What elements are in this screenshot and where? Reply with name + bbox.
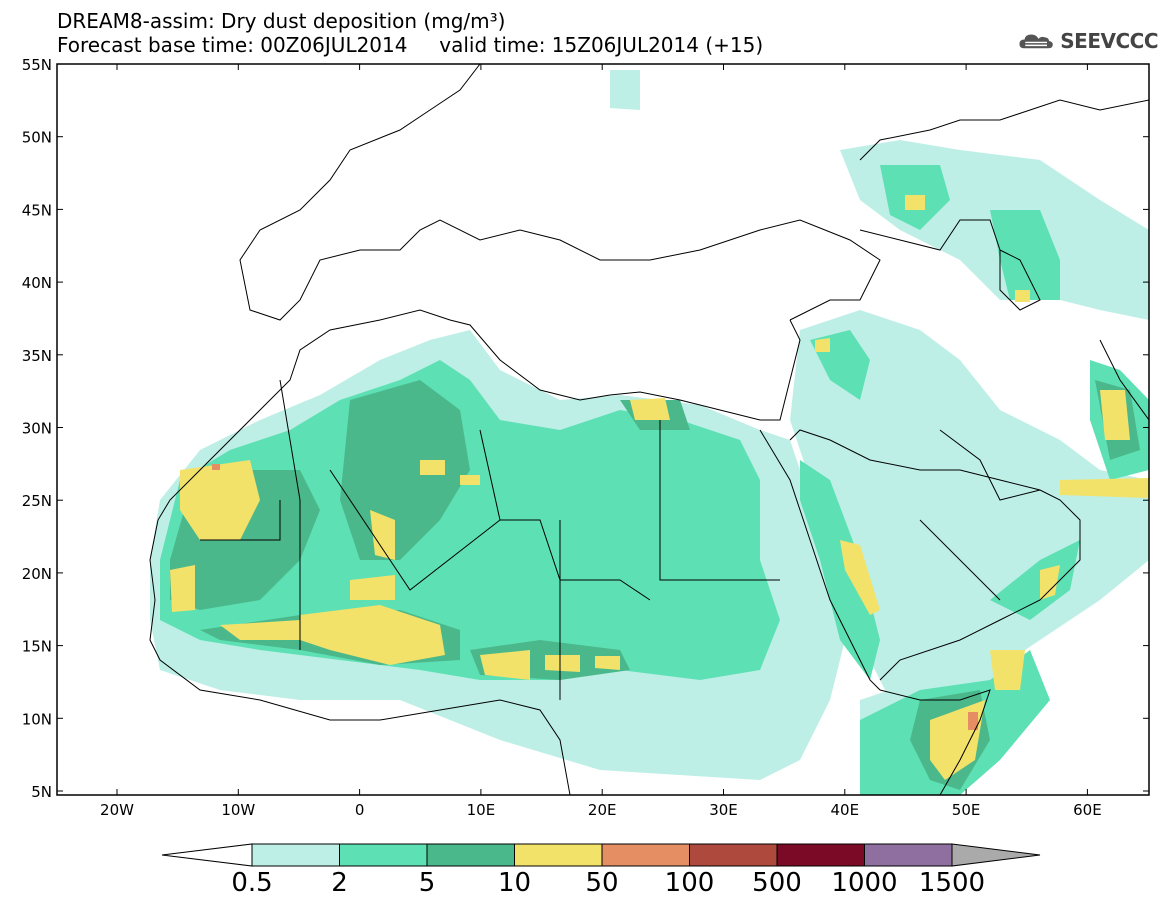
lat-label: 50N [22,129,52,147]
colorbar-segment [339,843,428,867]
deposition-fields [150,70,1149,795]
colorbar-segment [776,843,865,867]
lat-label: 45N [22,201,52,219]
forecast-times: Forecast base time: 00Z06JUL2014 valid t… [57,33,764,57]
colorbar-min-arrow [161,843,253,867]
longitude-axis: 20W 10W 0 10E 20E 30E 40E 50E 60E [100,64,1102,819]
colorbar-segment [689,843,778,867]
colorbar-segment [514,843,603,867]
lat-label: 55N [22,56,52,74]
lon-label: 60E [1073,801,1102,819]
colorbar-label: 50 [585,868,619,898]
colorbar-max-arrow [951,843,1041,867]
colorbar-segment [601,843,690,867]
lat-label: 5N [31,783,52,801]
lon-label: 20W [100,801,134,819]
colorbar-label: 10 [497,868,532,898]
lat-label: 20N [22,565,52,583]
seevccc-logo: SEEVCCC [1018,26,1158,56]
lon-label: 20E [588,801,617,819]
lat-label: 10N [22,710,52,728]
cloud-icon [1019,34,1053,49]
colorbar-label: 5 [418,868,436,898]
lon-label: 10W [221,801,255,819]
lon-label: 50E [952,801,981,819]
map-title: DREAM8-assim: Dry dust deposition (mg/m³… [57,9,506,33]
level-50-area [212,464,978,730]
lat-label: 30N [22,420,52,438]
lon-label: 0 [355,801,365,819]
colorbar-segment [251,843,340,867]
colorbar-segment [864,843,953,867]
lat-label: 35N [22,347,52,365]
colorbar [161,843,1041,867]
colorbar-label: 100 [664,868,715,898]
colorbar-segment [426,843,515,867]
logo-text: SEEVCCC [1060,29,1158,53]
colorbar-label: 0.5 [231,868,273,898]
colorbar-label: 1500 [918,868,986,898]
lon-label: 30E [709,801,738,819]
lat-label: 25N [22,492,52,510]
lat-label: 40N [22,274,52,292]
colorbar-label: 2 [331,868,348,898]
lon-label: 10E [467,801,496,819]
coastlines [149,64,1149,795]
lon-label: 40E [831,801,860,819]
latitude-axis: 55N 50N 45N 40N 35N 30N 25N 20N 15N 10N 5N [22,56,1149,801]
lat-label: 15N [22,638,52,656]
colorbar-label: 1000 [831,868,898,898]
map-frame [56,63,1150,796]
colorbar-label: 500 [752,868,802,898]
